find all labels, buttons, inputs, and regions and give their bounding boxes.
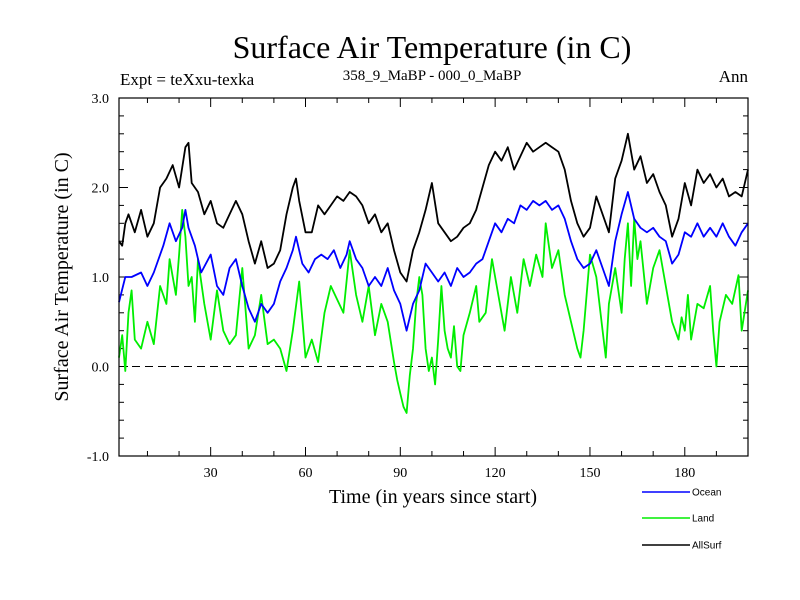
x-tick-label: 90 (393, 466, 407, 481)
plot-frame (118, 97, 749, 457)
y-tick-label: 0.0 (92, 361, 110, 376)
y-tick-label: 2.0 (92, 182, 110, 197)
y-tick-label: -1.0 (87, 450, 109, 465)
x-tick-label: 180 (674, 466, 695, 481)
experiment-label: Expt = teXxu-texka (120, 70, 255, 89)
x-tick-label: 120 (485, 466, 506, 481)
legend-label-ocean: Ocean (692, 488, 721, 499)
legend: Ocean Land AllSurf (642, 488, 722, 552)
x-axis-label: Time (in years since start) (329, 486, 537, 508)
axis-ticks (119, 97, 748, 457)
y-tick-label: 1.0 (92, 271, 110, 286)
series-line-land (118, 208, 749, 414)
chart-title: Surface Air Temperature (in C) (233, 29, 632, 65)
series-line-allsurf (118, 132, 749, 283)
series-line-ocean (118, 191, 749, 332)
y-axis-label: Surface Air Temperature (in C) (51, 152, 73, 401)
legend-label-allsurf: AllSurf (692, 541, 722, 552)
x-tick-label: 60 (298, 466, 312, 481)
series-lines (118, 132, 749, 414)
x-tick-label: 30 (204, 466, 218, 481)
season-label: Ann (719, 67, 749, 86)
legend-label-land: Land (692, 514, 714, 525)
tick-labels: -1.0 0.0 1.0 2.0 3.0 30 60 90 120 150 180 (87, 92, 695, 481)
comparison-label: 358_9_MaBP - 000_0_MaBP (343, 68, 522, 84)
y-tick-label: 3.0 (92, 92, 110, 107)
x-tick-label: 150 (579, 466, 600, 481)
